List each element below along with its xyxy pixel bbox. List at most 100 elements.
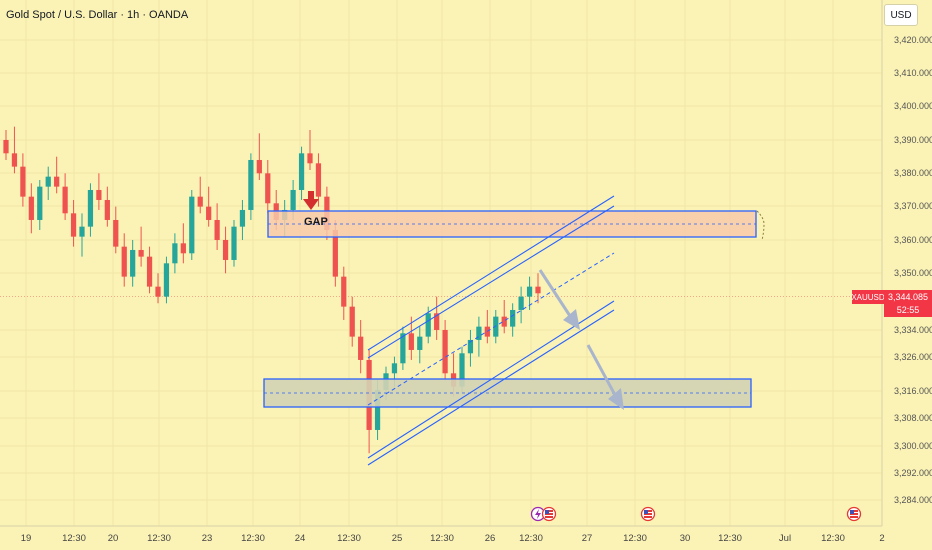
candle-body [11,153,18,167]
candle-body [374,389,381,430]
us-flag-icon[interactable] [846,506,862,522]
candle-body [307,153,313,164]
candle-body [298,153,305,190]
candle-body [130,249,136,277]
price-tick: 3,410.000 [894,68,932,78]
candle-body [408,333,414,350]
price-tick: 3,284.000 [894,495,932,505]
gap-label: GAP [304,216,328,228]
candle-body [45,176,51,187]
price-tick: 3,350.000 [894,268,932,278]
candle-body [290,189,296,210]
candle-body [434,313,440,330]
candle-body [510,309,516,327]
candle-body [37,186,43,220]
candle-body [87,189,94,227]
candle-body [113,219,119,247]
candle-body [28,196,34,220]
candle-body [146,256,153,287]
candle-body [358,336,364,360]
currency-button[interactable]: USD [884,4,918,26]
bar-countdown: 52:55 [896,305,920,315]
time-tick: 12:30 [62,533,86,544]
candle-body [349,306,355,337]
candle-body [425,313,431,337]
last-price-badge: 3,344.085 52:55 [884,290,932,317]
time-tick: 30 [679,533,691,544]
candle-body [222,239,229,260]
candle-body [535,286,541,294]
projection-arrow-1 [538,269,580,330]
time-tick: 12:30 [623,533,647,544]
price-tick: 3,308.000 [894,413,932,423]
price-tick: 3,380.000 [894,168,932,178]
grid-lines [0,0,883,526]
candle-body [163,263,170,297]
us-flag-icon[interactable] [541,506,557,522]
time-tick: 2 [879,533,885,544]
candle-body [256,159,262,174]
candle-body [493,316,499,337]
candle-body [121,246,127,277]
price-tick: 3,400.000 [894,101,932,111]
candle-body [400,333,406,364]
candle-body [54,176,60,187]
candle-body [214,219,220,240]
candle-body [239,209,246,227]
candle-body [442,329,448,374]
candle-body [467,339,474,354]
time-tick: 12:30 [718,533,742,544]
candle-body [3,139,9,154]
time-tick: 19 [20,533,32,544]
candle-body [476,326,482,340]
time-tick: 27 [581,533,593,544]
time-tick: 12:30 [147,533,171,544]
candle-body [172,243,178,264]
candle-body [138,249,144,257]
time-tick: 12:30 [821,533,845,544]
candle-body [189,196,195,254]
time-tick: 23 [201,533,213,544]
projection-arrow-2 [586,344,624,410]
candle-body [20,166,26,197]
time-tick: 26 [484,533,496,544]
candle-body [231,226,237,260]
candle-body [79,226,85,237]
candle-body [180,243,186,254]
candle-body [62,186,68,214]
candle-body [197,196,203,207]
price-tick: 3,292.000 [894,468,932,478]
price-tick: 3,390.000 [894,135,932,145]
time-tick: 12:30 [430,533,454,544]
gap-zone[interactable] [267,210,765,241]
candle-body [206,206,212,220]
time-tick: 12:30 [241,533,265,544]
candle-body [155,286,161,297]
candle-body [96,189,102,200]
support-zone[interactable] [263,378,752,408]
us-flag-icon[interactable] [640,506,656,522]
candle-body [341,276,347,307]
time-tick: 12:30 [337,533,361,544]
candle-body [315,163,322,197]
price-tick: 3,370.000 [894,201,932,211]
price-tick: 3,334.000 [894,325,932,335]
price-tick: 3,316.000 [894,386,932,396]
last-price-value: 3,344.085 [887,292,929,302]
candle-body [248,159,254,210]
candle-body [70,213,77,237]
down-arrow-icon [303,191,319,210]
time-tick: 12:30 [519,533,543,544]
candle-body [104,199,110,220]
chart-title: Gold Spot / U.S. Dollar · 1h · OANDA [6,9,189,21]
time-tick: 20 [107,533,119,544]
price-tick: 3,360.000 [894,235,932,245]
candle-body [459,353,465,387]
candle-body [265,173,271,204]
price-tick: 3,420.000 [894,35,932,45]
ascending-channel[interactable] [367,195,615,466]
time-tick: 25 [391,533,403,544]
price-tick: 3,326.000 [894,352,932,362]
